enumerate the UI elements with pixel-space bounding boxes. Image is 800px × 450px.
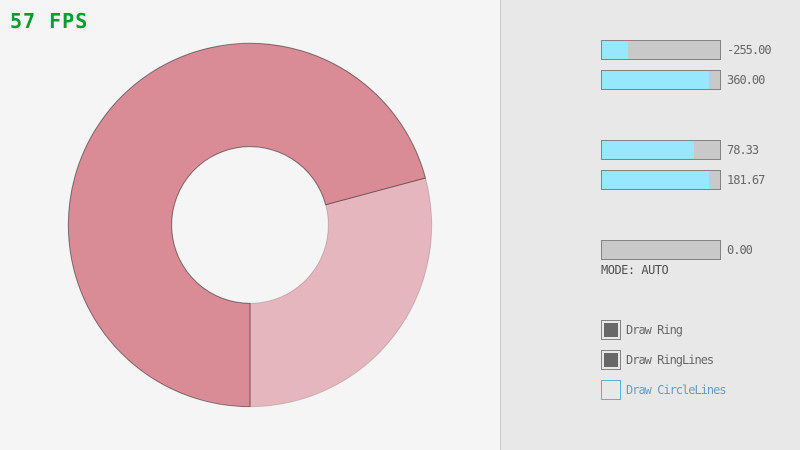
- draw-ring-label: Draw Ring: [626, 323, 683, 337]
- draw-circlelines-checkbox[interactable]: [601, 380, 621, 400]
- endangle-slider[interactable]: [601, 70, 721, 90]
- outerradius-row: OuterRadius 181.67: [501, 170, 800, 190]
- segments-mode-text: MODE: AUTO: [601, 263, 669, 277]
- checkbox-row-draw-ring: Draw Ring: [601, 320, 800, 340]
- innerradius-value: 78.33: [727, 143, 759, 157]
- segments-slider[interactable]: [601, 240, 721, 260]
- segments-value: 0.00: [727, 243, 753, 257]
- outerradius-slider-fill: [602, 171, 710, 189]
- draw-ringlines-label: Draw RingLines: [626, 353, 714, 367]
- endangle-row: EndAngle 360.00: [501, 70, 800, 90]
- innerradius-slider[interactable]: [601, 140, 721, 160]
- fps-counter: 57 FPS: [10, 9, 89, 33]
- control-panel: StartAngle -255.00 EndAngle 360.00 Inner…: [500, 0, 800, 450]
- checkbox-row-draw-ringlines: Draw RingLines: [601, 350, 800, 370]
- draw-ringlines-checkbox[interactable]: [601, 350, 621, 370]
- ring-dark-sector: [67, 42, 427, 408]
- checkbox-row-draw-circlelines: Draw CircleLines: [601, 380, 800, 400]
- startangle-row: StartAngle -255.00: [501, 40, 800, 60]
- draw-ring-checkbox[interactable]: [601, 320, 621, 340]
- endangle-value: 360.00: [727, 73, 765, 87]
- startangle-slider[interactable]: [601, 40, 721, 60]
- startangle-slider-fill: [602, 41, 628, 59]
- startangle-value: -255.00: [727, 43, 772, 57]
- endangle-slider-fill: [602, 71, 709, 89]
- checkbox-check-mark: [604, 353, 618, 367]
- outerradius-slider[interactable]: [601, 170, 721, 190]
- outerradius-value: 181.67: [727, 173, 765, 187]
- draw-circlelines-label: Draw CircleLines: [626, 383, 727, 397]
- innerradius-slider-fill: [602, 141, 695, 159]
- segments-row: Segments 0.00: [501, 240, 800, 260]
- innerradius-row: InnerRadius 78.33: [501, 140, 800, 160]
- checkbox-check-mark: [604, 323, 618, 337]
- ring-light-sector: [249, 177, 433, 408]
- ring-canvas: [67, 42, 433, 408]
